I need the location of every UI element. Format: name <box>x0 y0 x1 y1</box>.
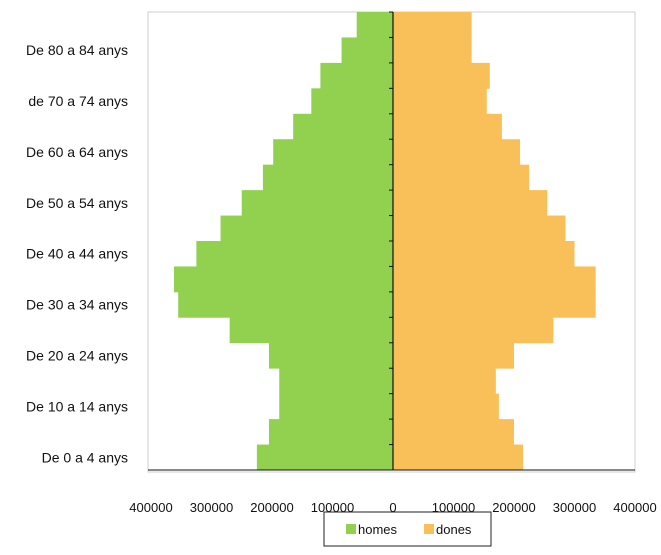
y-tick-label: De 20 a 24 anys <box>26 348 128 364</box>
legend-swatch-dones <box>424 524 434 534</box>
legend-label-homes: homes <box>358 522 398 537</box>
x-tick-label: 200000 <box>492 500 535 515</box>
bar-dones-11 <box>393 164 530 191</box>
x-tick-label: 300000 <box>553 500 596 515</box>
bar-dones-16 <box>393 37 472 64</box>
bar-homes-5 <box>229 317 393 344</box>
bar-homes-3 <box>279 368 393 395</box>
x-tick-labels: 400000 300000 200000 100000 0 100000 200000 300… <box>129 500 656 515</box>
bar-homes-2 <box>279 393 393 420</box>
y-tick-label: De 50 a 54 anys <box>26 195 128 211</box>
bar-homes-13 <box>293 113 393 140</box>
bar-dones-8 <box>393 241 575 267</box>
x-tick-label: 300000 <box>190 500 233 515</box>
x-tick-label: 400000 <box>613 500 656 515</box>
bar-homes-9 <box>220 215 393 242</box>
x-tick-label: 100000 <box>311 500 354 515</box>
x-tick-label: 400000 <box>129 500 172 515</box>
bar-homes-8 <box>196 241 393 267</box>
bar-dones-2 <box>393 393 499 420</box>
bar-homes-17 <box>356 12 393 38</box>
bar-dones-15 <box>393 62 490 89</box>
bar-homes-0 <box>256 444 393 471</box>
y-tick-labels: De 0 a 4 anys De 10 a 14 anys De 20 a 24 a… <box>26 42 128 465</box>
y-tick-label: de 70 a 74 anys <box>28 93 128 109</box>
bar-homes-7 <box>173 266 393 293</box>
y-tick-label: De 10 a 14 anys <box>26 398 128 414</box>
legend-label-dones: dones <box>436 522 472 537</box>
bar-dones-14 <box>393 88 487 115</box>
bar-dones-13 <box>393 113 502 140</box>
bar-homes-12 <box>273 139 393 166</box>
bar-dones-17 <box>393 12 472 38</box>
bar-dones-10 <box>393 190 548 216</box>
bar-dones-1 <box>393 419 514 445</box>
bar-homes-10 <box>241 190 393 216</box>
y-tick-label: De 40 a 44 anys <box>26 246 128 262</box>
x-tick-label: 200000 <box>250 500 293 515</box>
bar-homes-15 <box>320 62 393 89</box>
bar-homes-16 <box>341 37 393 64</box>
bar-homes-11 <box>262 164 393 191</box>
bar-dones-0 <box>393 444 524 471</box>
x-tick-label: 100000 <box>432 500 475 515</box>
bar-homes-6 <box>178 291 393 318</box>
y-tick-label: De 0 a 4 anys <box>42 449 128 465</box>
y-tick-label: De 30 a 34 anys <box>26 297 128 313</box>
bar-dones-6 <box>393 291 596 318</box>
bar-dones-4 <box>393 342 514 369</box>
bar-homes-1 <box>268 419 393 445</box>
bar-homes-14 <box>311 88 393 115</box>
x-tick-label: 0 <box>389 500 396 515</box>
bar-dones-12 <box>393 139 521 166</box>
y-tick-label: De 60 a 64 anys <box>26 144 128 160</box>
axes <box>148 11 635 471</box>
bar-dones-3 <box>393 368 496 395</box>
bar-dones-9 <box>393 215 566 242</box>
bars-layer <box>173 12 596 471</box>
y-tick-label: De 80 a 84 anys <box>26 42 128 58</box>
bar-homes-4 <box>268 342 393 369</box>
bar-dones-5 <box>393 317 554 344</box>
bar-dones-7 <box>393 266 596 293</box>
legend-swatch-homes <box>346 524 356 534</box>
legend: homes dones <box>323 511 492 547</box>
